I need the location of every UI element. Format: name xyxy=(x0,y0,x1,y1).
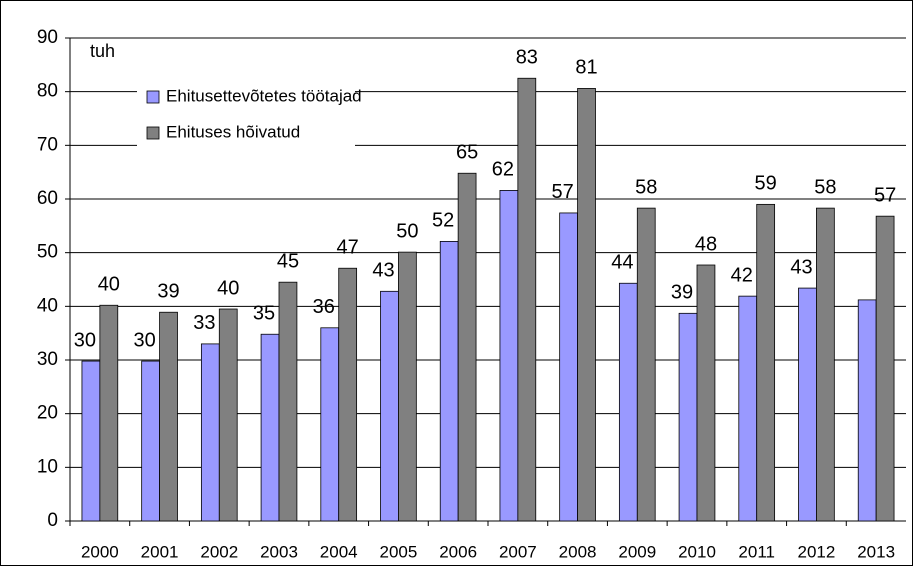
bar xyxy=(678,312,698,522)
data-label: 35 xyxy=(253,303,275,325)
bar xyxy=(200,343,220,522)
data-label: 39 xyxy=(671,282,693,304)
x-tick-label: 2001 xyxy=(141,542,179,561)
data-label: 58 xyxy=(814,176,836,198)
data-label: 65 xyxy=(456,142,478,164)
y-tick-label: 40 xyxy=(37,295,58,316)
x-tick-label: 2008 xyxy=(559,542,597,561)
y-tick-label: 70 xyxy=(37,134,58,155)
bar xyxy=(159,311,178,522)
data-label: 52 xyxy=(432,210,454,232)
bar xyxy=(439,240,459,522)
x-tick-label: 2011 xyxy=(738,542,775,561)
x-tick-label: 2003 xyxy=(260,542,298,561)
data-label: 62 xyxy=(492,159,514,181)
x-tick-label: 2004 xyxy=(320,542,358,561)
bar xyxy=(338,267,358,522)
x-tick-label: 2005 xyxy=(380,542,418,561)
data-label: 45 xyxy=(277,250,299,272)
x-tick-label: 2009 xyxy=(618,542,656,561)
x-tick-label: 2006 xyxy=(439,542,477,561)
y-tick-label: 60 xyxy=(37,188,58,209)
bar xyxy=(218,308,238,522)
bar xyxy=(756,203,776,522)
bar xyxy=(875,215,895,522)
data-label: 40 xyxy=(217,277,239,299)
bar xyxy=(738,295,758,522)
legend-box xyxy=(137,80,355,152)
y-tick-label: 50 xyxy=(37,242,58,263)
bar xyxy=(398,251,417,522)
bar xyxy=(816,207,835,522)
y-tick-label: 80 xyxy=(37,81,58,102)
data-label: 48 xyxy=(695,233,717,255)
data-label: 81 xyxy=(575,57,597,79)
bar xyxy=(320,327,340,522)
bar xyxy=(636,207,656,522)
data-label: 83 xyxy=(516,47,538,69)
data-label: 39 xyxy=(157,281,179,303)
bar xyxy=(499,190,519,522)
bar xyxy=(457,172,477,522)
data-label: 47 xyxy=(337,237,359,259)
unit-label: tuh xyxy=(90,41,115,61)
data-label: 57 xyxy=(551,181,573,203)
data-label: 36 xyxy=(313,296,335,318)
data-label: 59 xyxy=(755,173,777,195)
y-tick-label: 90 xyxy=(37,27,58,48)
bar xyxy=(517,77,537,522)
bar xyxy=(99,304,119,522)
data-label: 44 xyxy=(611,252,633,274)
data-label: 50 xyxy=(396,220,418,242)
data-label: 43 xyxy=(790,256,812,278)
data-label: 57 xyxy=(874,184,896,206)
bar xyxy=(577,88,596,522)
x-tick-label: 2012 xyxy=(798,542,836,561)
bar xyxy=(798,287,817,522)
y-tick-label: 0 xyxy=(47,510,58,531)
data-label: 43 xyxy=(372,260,394,282)
x-tick-label: 2002 xyxy=(200,542,238,561)
y-tick-label: 10 xyxy=(37,456,58,477)
bar xyxy=(380,290,399,522)
bar xyxy=(559,212,578,522)
bar xyxy=(260,333,280,522)
data-label: 40 xyxy=(98,274,120,296)
legend-label: Ehitusettevõtetes töötajad xyxy=(166,86,362,105)
legend-swatch xyxy=(146,126,160,140)
bar xyxy=(81,360,101,522)
bar xyxy=(696,264,716,522)
data-label: 30 xyxy=(74,329,96,351)
data-label: 30 xyxy=(133,329,155,351)
bar xyxy=(141,360,160,522)
legend-swatch xyxy=(146,90,160,104)
data-label: 42 xyxy=(731,264,753,286)
bar xyxy=(857,299,877,522)
bar xyxy=(278,281,298,522)
y-tick-label: 30 xyxy=(37,349,58,370)
x-tick-label: 2007 xyxy=(499,542,537,561)
legend-label: Ehituses hõivatud xyxy=(166,122,300,141)
x-tick-label: 2000 xyxy=(81,542,119,561)
bar xyxy=(618,282,638,522)
data-label: 33 xyxy=(193,312,215,334)
y-tick-label: 20 xyxy=(37,403,58,424)
data-label: 58 xyxy=(635,176,657,198)
x-tick-label: 2013 xyxy=(857,542,895,561)
legend: Ehitusettevõtetes töötajad Ehituses hõiva… xyxy=(137,80,362,152)
bars xyxy=(81,77,895,522)
x-tick-label: 2010 xyxy=(678,542,716,561)
